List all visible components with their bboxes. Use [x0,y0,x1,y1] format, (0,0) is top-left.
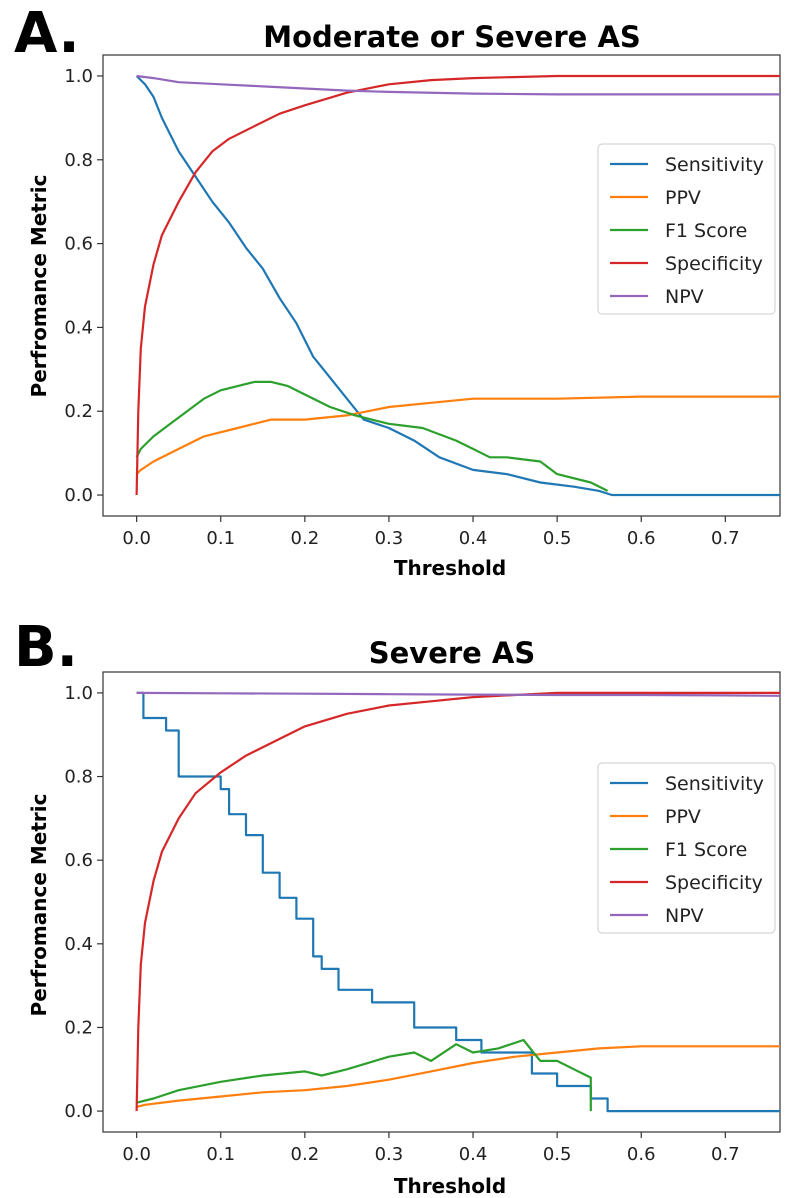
legend-label: PPV [665,806,701,828]
series-line-sensitivity [135,75,780,497]
y-tick-label: 0.2 [64,401,93,422]
chart-title-a: Moderate or Severe AS [263,20,641,54]
legend-label: PPV [665,187,701,209]
x-tick-label: 0.1 [206,528,235,549]
x-tick-label: 0.3 [375,1144,404,1165]
legend-label: Specificity [665,872,763,894]
y-tick-label: 1.0 [64,683,93,704]
axes-frame-a [102,54,781,517]
x-tick-label: 0.6 [627,528,656,549]
x-axis-label-b: Threshold [394,1174,506,1198]
x-tick-label: 0.5 [543,1144,572,1165]
series-line-ppv [136,1045,780,1108]
series-line-specificity [135,74,780,496]
x-tick-label: 0.2 [291,1144,320,1165]
y-axis-label-a: Perfromance Metric [27,175,51,398]
x-tick-label: 0.5 [543,528,572,549]
panel-a: A. Moderate or Severe AS 0.0 0.1 0.2 0.3 0.4… [14,1,781,580]
x-tick-label: 0.4 [459,528,488,549]
legend-label: NPV [665,286,704,308]
legend-label: F1 Score [665,220,747,242]
series-line-specificity [135,691,780,1112]
series-line-f1-score [136,1038,592,1112]
y-tick-label: 1.0 [64,66,93,87]
series-line-f1-score [135,380,609,492]
legend-label: Sensitivity [665,773,764,795]
panel-letter-b: B. [14,615,78,680]
x-tick-label: 0.4 [459,1144,488,1165]
x-tick-label: 0.2 [291,528,320,549]
legend-label: Sensitivity [665,154,764,176]
legend-label: Specificity [665,253,763,275]
legend-b: Sensitivity PPV F1 Score Specificity NPV [597,762,776,934]
panel-letter-a: A. [14,1,80,66]
y-tick-label: 0.4 [64,317,93,338]
chart-title-b: Severe AS [369,636,536,670]
legend-a: Sensitivity PPV F1 Score Specificity NPV [597,143,776,315]
chart-a-svg: A. Moderate or Severe AS 0.0 0.1 0.2 0.3 0.4… [14,1,781,580]
plot-area-a: 0.0 0.1 0.2 0.3 0.4 0.5 0.6 0.7 0.0 0.2 0.4 0.6 0.8 1… [64,54,781,549]
series-line-npv [136,691,781,697]
x-tick-label: 0.1 [206,1144,235,1165]
y-tick-label: 0.8 [64,150,93,171]
plot-area-b: 0.0 0.1 0.2 0.3 0.4 0.5 0.6 0.7 0.0 0.2 0.4 0.6 0.8 1… [64,671,781,1165]
series-line-npv [136,74,780,96]
panel-b: B. Severe AS 0.0 0.1 0.2 0.3 0.4 0.5 0.6 0.7 0.0… [0,599,787,1198]
x-tick-label: 0.0 [122,1144,151,1165]
legend-label: NPV [665,905,704,927]
x-tick-label: 0.0 [122,528,151,549]
x-axis-label-a: Threshold [394,556,506,580]
y-tick-label: 0.6 [64,234,93,255]
y-tick-label: 0.4 [64,934,93,955]
chart-b-svg: B. Severe AS 0.0 0.1 0.2 0.3 0.4 0.5 0.6 0.70.0… [14,615,781,1198]
y-tick-label: 0.0 [64,1101,93,1122]
y-tick-label: 0.6 [64,850,93,871]
x-tick-label: 0.7 [711,1144,740,1165]
x-tick-label: 0.7 [711,528,740,549]
legend-label: F1 Score [665,839,747,861]
x-tick-label: 0.3 [375,528,404,549]
x-tick-label: 0.6 [627,1144,656,1165]
y-tick-label: 0.0 [64,485,93,506]
y-axis-label-b: Perfromance Metric [27,794,51,1017]
series-line-sensitivity [136,691,780,1113]
legend-box [597,762,776,934]
axes-frame-b [102,671,781,1133]
legend-box [597,143,776,315]
series-line-ppv [135,395,780,475]
y-tick-label: 0.8 [64,767,93,788]
y-tick-label: 0.2 [64,1017,93,1038]
